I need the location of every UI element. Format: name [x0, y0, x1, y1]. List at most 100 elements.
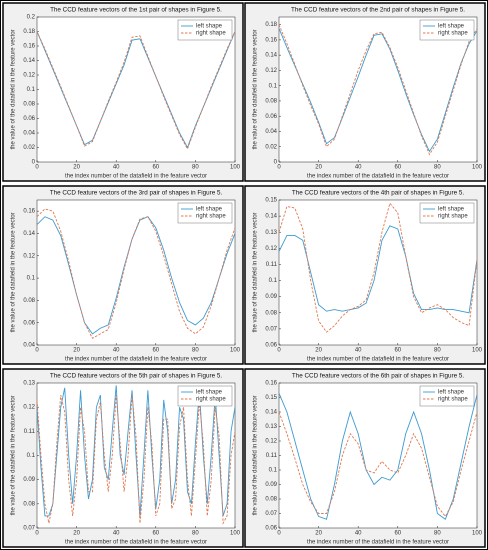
x-tick-label: 40: [355, 165, 362, 171]
y-tick-label: 0.11: [266, 262, 278, 268]
x-tick-label: 100: [230, 531, 241, 537]
x-tick-label: 20: [315, 348, 322, 354]
y-tick-label: 0.18: [23, 29, 35, 35]
y-tick-label: 0.14: [265, 410, 277, 416]
x-tick-label: 100: [472, 531, 483, 537]
x-tick-label: 20: [315, 531, 322, 537]
y-axis-label: the value of the datafield in the featur…: [11, 212, 17, 332]
y-tick-label: 0.16: [23, 209, 35, 215]
y-tick-label: 0.08: [23, 298, 35, 304]
panel: The CCD feature vectors of the 4th pair …: [244, 185, 486, 365]
y-tick-label: 0.12: [265, 68, 277, 74]
y-tick-label: 0.12: [265, 439, 277, 445]
legend-label: right shape: [438, 397, 468, 403]
y-tick-label: 0.06: [23, 320, 35, 326]
chart-title: The CCD feature vectors of the 3rd pair …: [50, 190, 223, 197]
y-tick-label: 0.04: [23, 131, 35, 137]
y-tick-label: 0.02: [265, 144, 277, 150]
y-tick-label: 0.08: [265, 99, 277, 105]
y-tick-label: 0.14: [23, 231, 35, 237]
legend-box: [177, 385, 233, 407]
y-tick-label: 0.14: [265, 214, 277, 220]
x-axis-label: the index number of the datafield in the…: [65, 357, 207, 363]
y-tick-label: 0.04: [265, 129, 277, 135]
legend-label: right shape: [196, 214, 226, 220]
y-tick-label: 0.1: [269, 83, 278, 89]
y-tick-label: 0.11: [24, 429, 36, 435]
y-tick-label: 0.14: [23, 58, 35, 64]
y-tick-label: 0.02: [23, 145, 35, 151]
legend-label: right shape: [196, 31, 226, 37]
y-axis-label: the value of the datafield in the featur…: [11, 29, 17, 149]
legend-label: right shape: [438, 214, 468, 220]
plot-area: [36, 16, 236, 163]
x-tick-label: 0: [35, 348, 39, 354]
x-axis-label: the index number of the datafield in the…: [307, 357, 449, 363]
x-tick-label: 80: [192, 531, 199, 537]
x-tick-label: 80: [434, 531, 441, 537]
legend-label: right shape: [438, 31, 468, 37]
plot-area: [278, 199, 478, 346]
y-tick-label: 0.12: [23, 253, 35, 259]
legend-box: [419, 202, 475, 224]
data-line: [278, 411, 478, 518]
y-axis-label: the value of the datafield in the featur…: [11, 395, 17, 515]
y-tick-label: 0.1: [27, 453, 36, 459]
y-axis-label: the value of the datafield in the featur…: [253, 212, 259, 332]
legend-box: [419, 385, 475, 407]
y-tick-label: 0: [32, 160, 36, 166]
data-line: [278, 225, 478, 314]
legend-label: left shape: [196, 390, 223, 396]
y-tick-label: 0.1: [27, 87, 36, 93]
y-tick-label: 0.07: [265, 326, 277, 332]
y-axis-label: the value of the datafield in the featur…: [253, 29, 259, 149]
x-tick-label: 60: [394, 165, 401, 171]
y-tick-label: 0: [274, 160, 278, 166]
x-tick-label: 0: [35, 165, 39, 171]
legend-box: [419, 19, 475, 41]
x-tick-label: 60: [394, 348, 401, 354]
data-line: [278, 28, 478, 153]
panel: The CCD feature vectors of the 5th pair …: [2, 368, 244, 548]
y-tick-label: 0.1: [269, 278, 278, 284]
x-tick-label: 100: [472, 348, 483, 354]
x-tick-label: 40: [113, 348, 120, 354]
y-tick-label: 0.08: [265, 310, 277, 316]
chart-title: The CCD feature vectors of the 5th pair …: [50, 373, 222, 380]
y-tick-label: 0.14: [265, 53, 277, 59]
y-tick-label: 0.12: [265, 246, 277, 252]
x-tick-label: 0: [277, 531, 281, 537]
y-tick-label: 0.1: [269, 468, 278, 474]
x-tick-label: 80: [434, 165, 441, 171]
y-tick-label: 0.07: [265, 511, 277, 517]
chart-title: The CCD feature vectors of the 1st pair …: [50, 7, 222, 14]
x-tick-label: 40: [355, 531, 362, 537]
data-line: [278, 24, 478, 156]
y-tick-label: 0.15: [265, 198, 277, 204]
x-tick-label: 0: [277, 348, 281, 354]
legend-label: right shape: [196, 397, 226, 403]
x-tick-label: 20: [73, 348, 80, 354]
x-tick-label: 20: [73, 531, 80, 537]
y-tick-label: 0.13: [265, 424, 277, 430]
x-tick-label: 60: [152, 348, 159, 354]
legend-label: left shape: [438, 207, 465, 213]
chart-title: The CCD feature vectors of the 2nd pair …: [291, 7, 465, 14]
legend-box: [177, 19, 233, 41]
y-tick-label: 0.06: [265, 114, 277, 120]
y-tick-label: 0.08: [23, 102, 35, 108]
plot-area: [278, 16, 478, 163]
legend-box: [177, 202, 233, 224]
x-tick-label: 40: [113, 531, 120, 537]
y-tick-label: 0.12: [23, 73, 35, 79]
data-line: [36, 394, 236, 525]
y-tick-label: 0.16: [265, 37, 277, 43]
y-tick-label: 0.11: [266, 453, 278, 459]
panel: The CCD feature vectors of the 6th pair …: [244, 368, 486, 548]
panel: The CCD feature vectors of the 1st pair …: [2, 2, 244, 182]
x-tick-label: 0: [35, 531, 39, 537]
x-tick-label: 100: [230, 165, 241, 171]
y-tick-label: 0.09: [265, 294, 277, 300]
legend-label: left shape: [438, 24, 465, 30]
chart-title: The CCD feature vectors of the 6th pair …: [292, 373, 464, 380]
